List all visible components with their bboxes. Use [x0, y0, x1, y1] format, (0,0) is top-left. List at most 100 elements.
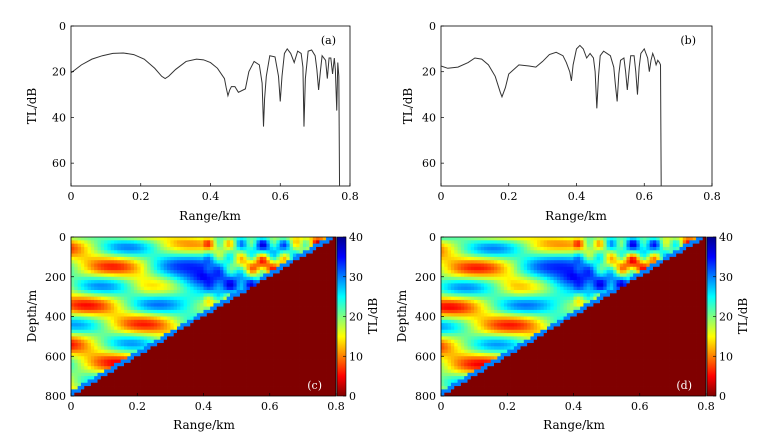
heatmap-cell: [220, 243, 224, 248]
heatmap-cell: [177, 366, 181, 370]
heatmap-cell: [97, 253, 102, 258]
heatmap-cell: [210, 392, 214, 396]
heatmap-cell: [173, 369, 178, 374]
heatmap-cell: [157, 369, 161, 374]
heatmap-cell: [203, 382, 208, 387]
heatmap-cell: [490, 240, 495, 245]
heatmap-cell: [186, 280, 191, 284]
heatmap-cell: [480, 333, 485, 337]
heatmap-cell: [120, 276, 125, 281]
heatmap-cell: [484, 273, 488, 278]
heatmap-cell: [326, 283, 330, 288]
heatmap-cell: [464, 329, 468, 334]
heatmap-cell: [246, 343, 251, 347]
heatmap-cell: [246, 237, 251, 241]
heatmap-cell: [454, 250, 458, 254]
heatmap-cell: [210, 372, 214, 377]
heatmap-cell: [236, 339, 241, 344]
heatmap-cell: [196, 270, 201, 274]
heatmap-cell: [180, 389, 185, 394]
heatmap-cell: [170, 349, 175, 354]
heatmap-cell: [124, 246, 128, 251]
heatmap-cell: [457, 336, 462, 341]
heatmap-cell: [497, 329, 502, 334]
heatmap-cell: [487, 250, 492, 254]
heatmap-cell: [124, 296, 128, 301]
heatmap-cell: [87, 293, 92, 298]
heatmap-cell: [117, 362, 122, 367]
heatmap-cell: [133, 329, 138, 334]
heatmap-cell: [97, 362, 102, 367]
heatmap-cell: [273, 240, 277, 245]
heatmap-cell: [196, 362, 201, 367]
heatmap-cell: [163, 299, 168, 304]
heatmap-cell: [124, 237, 128, 241]
heatmap-cell: [130, 240, 135, 245]
heatmap-cell: [216, 243, 221, 248]
heatmap-cell: [259, 280, 264, 284]
heatmap-cell: [450, 316, 455, 321]
heatmap-cell: [170, 299, 175, 304]
heatmap-cell: [296, 333, 300, 337]
heatmap-cell: [279, 256, 284, 261]
heatmap-cell: [326, 273, 330, 278]
heatmap-cell: [107, 326, 112, 331]
heatmap-cell: [110, 309, 115, 314]
heatmap-cell: [94, 306, 98, 311]
heatmap-cell: [302, 329, 307, 334]
heatmap-cell: [306, 260, 310, 264]
heatmap-cell: [216, 303, 221, 307]
heatmap-cell: [130, 376, 135, 380]
heatmap-cell: [484, 299, 488, 304]
heatmap-cell: [510, 329, 515, 334]
heatmap-cell: [137, 336, 141, 341]
heatmap-cell: [117, 296, 122, 301]
heatmap-cell: [137, 250, 141, 254]
heatmap-cell: [253, 306, 257, 311]
heatmap-cell: [256, 359, 261, 364]
heatmap-cell: [183, 386, 188, 390]
heatmap-cell: [233, 273, 238, 278]
heatmap-cell: [286, 313, 291, 317]
heatmap-cell: [480, 263, 485, 268]
heatmap-cell: [312, 280, 317, 284]
heatmap-cell: [190, 392, 194, 396]
heatmap-cell: [133, 343, 138, 347]
heatmap-cell: [180, 326, 185, 331]
heatmap-cell: [130, 392, 135, 396]
heatmap-cell: [444, 260, 449, 264]
heatmap-cell: [94, 253, 98, 258]
heatmap-cell: [117, 283, 122, 288]
heatmap-cell: [467, 372, 472, 377]
heatmap-cell: [80, 316, 85, 321]
heatmap-cell: [137, 313, 141, 317]
heatmap-cell: [246, 349, 251, 354]
heatmap-cell: [140, 352, 145, 357]
heatmap-cell: [80, 369, 85, 374]
heatmap-cell: [316, 379, 320, 384]
heatmap-cell: [494, 352, 498, 357]
heatmap-cell: [124, 250, 128, 254]
heatmap-cell: [133, 260, 138, 264]
heatmap-cell: [223, 266, 228, 271]
heatmap-cell: [104, 250, 108, 254]
heatmap-cell: [302, 349, 307, 354]
heatmap-cell: [332, 260, 336, 264]
heatmap-cell: [441, 286, 445, 291]
heatmap-cell: [510, 349, 515, 354]
heatmap-cell: [230, 306, 234, 311]
heatmap-cell: [286, 329, 291, 334]
colorbar-tick-label: 0: [349, 390, 356, 403]
heatmap-cell: [500, 386, 505, 390]
heatmap-cell: [444, 362, 449, 367]
heatmap-cell: [226, 346, 231, 351]
heatmap-cell: [153, 339, 158, 344]
heatmap-cell: [302, 309, 307, 314]
heatmap-cell: [480, 276, 485, 281]
heatmap-cell: [107, 316, 112, 321]
heatmap-cell: [497, 306, 502, 311]
heatmap-cell: [470, 290, 475, 294]
heatmap-cell: [474, 359, 478, 364]
heatmap-cell: [97, 243, 102, 248]
heatmap-cell: [186, 266, 191, 271]
